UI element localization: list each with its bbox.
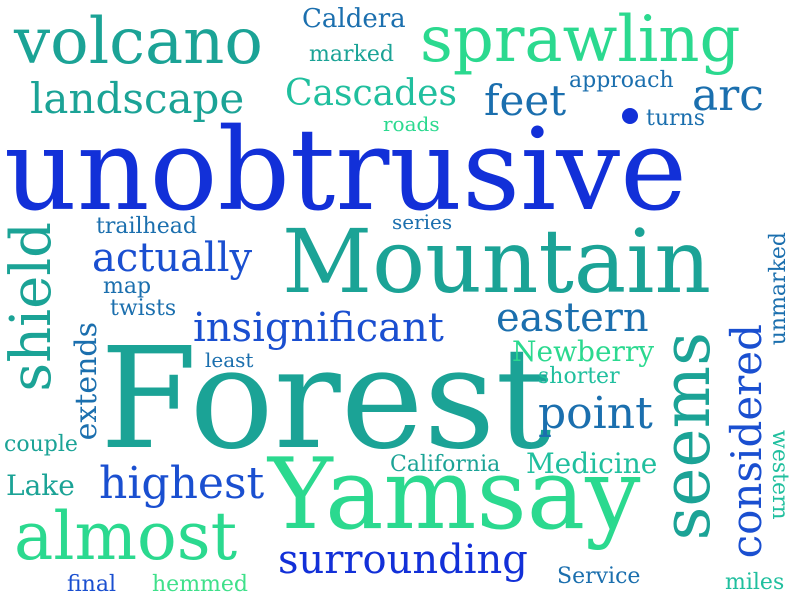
word-couple: couple bbox=[4, 432, 78, 457]
word-landscape: landscape bbox=[30, 74, 245, 123]
word-eastern: eastern bbox=[496, 295, 649, 341]
word-california: California bbox=[390, 452, 501, 477]
word-twists: twists bbox=[110, 296, 177, 321]
word-trailhead: trailhead bbox=[96, 214, 197, 239]
word-marked: marked bbox=[309, 42, 394, 67]
word-roads: roads bbox=[383, 112, 440, 136]
word-sprawling: sprawling bbox=[420, 3, 741, 77]
word-unmarked: unmarked bbox=[766, 232, 791, 346]
word-shield: shield bbox=[0, 222, 64, 392]
word-seems: seems bbox=[648, 332, 725, 541]
word-shorter: shorter bbox=[538, 364, 620, 389]
word-map: map bbox=[103, 274, 152, 299]
word-insignificant: insignificant bbox=[193, 305, 444, 351]
word-extends: extends bbox=[69, 322, 104, 441]
word-miles: miles bbox=[725, 570, 785, 595]
word-volcano: volcano bbox=[14, 5, 263, 79]
word-final: final bbox=[67, 572, 116, 597]
word-considered: considered bbox=[722, 324, 771, 559]
word-hemmed: hemmed bbox=[152, 572, 249, 597]
word-arc: arc bbox=[692, 70, 764, 121]
word-mountain: Mountain bbox=[282, 210, 712, 313]
word-newberry: Newberry bbox=[512, 335, 655, 368]
word-almost: almost bbox=[14, 498, 238, 575]
word-highest: highest bbox=[99, 458, 265, 509]
word-medicine: Medicine bbox=[526, 447, 658, 480]
word-least: least bbox=[205, 348, 254, 372]
word-yamsay: Yamsay bbox=[268, 438, 641, 552]
word-service: Service bbox=[557, 564, 641, 589]
word-series: series bbox=[392, 210, 453, 234]
word-point: point bbox=[538, 388, 653, 439]
word-caldera: Caldera bbox=[302, 4, 406, 34]
word-western: western bbox=[767, 430, 792, 520]
word-feet: feet bbox=[484, 76, 567, 125]
decorative-dot bbox=[622, 108, 638, 124]
word-surrounding: surrounding bbox=[278, 537, 528, 583]
word-approach: approach bbox=[569, 68, 674, 93]
word-unobtrusive: unobtrusive bbox=[4, 104, 687, 236]
word-forest: Forest bbox=[100, 318, 552, 481]
word-lake: Lake bbox=[6, 469, 75, 502]
word-actually: actually bbox=[92, 235, 253, 281]
word-turns: turns bbox=[646, 106, 705, 131]
word-cascades: Cascades bbox=[285, 73, 457, 114]
